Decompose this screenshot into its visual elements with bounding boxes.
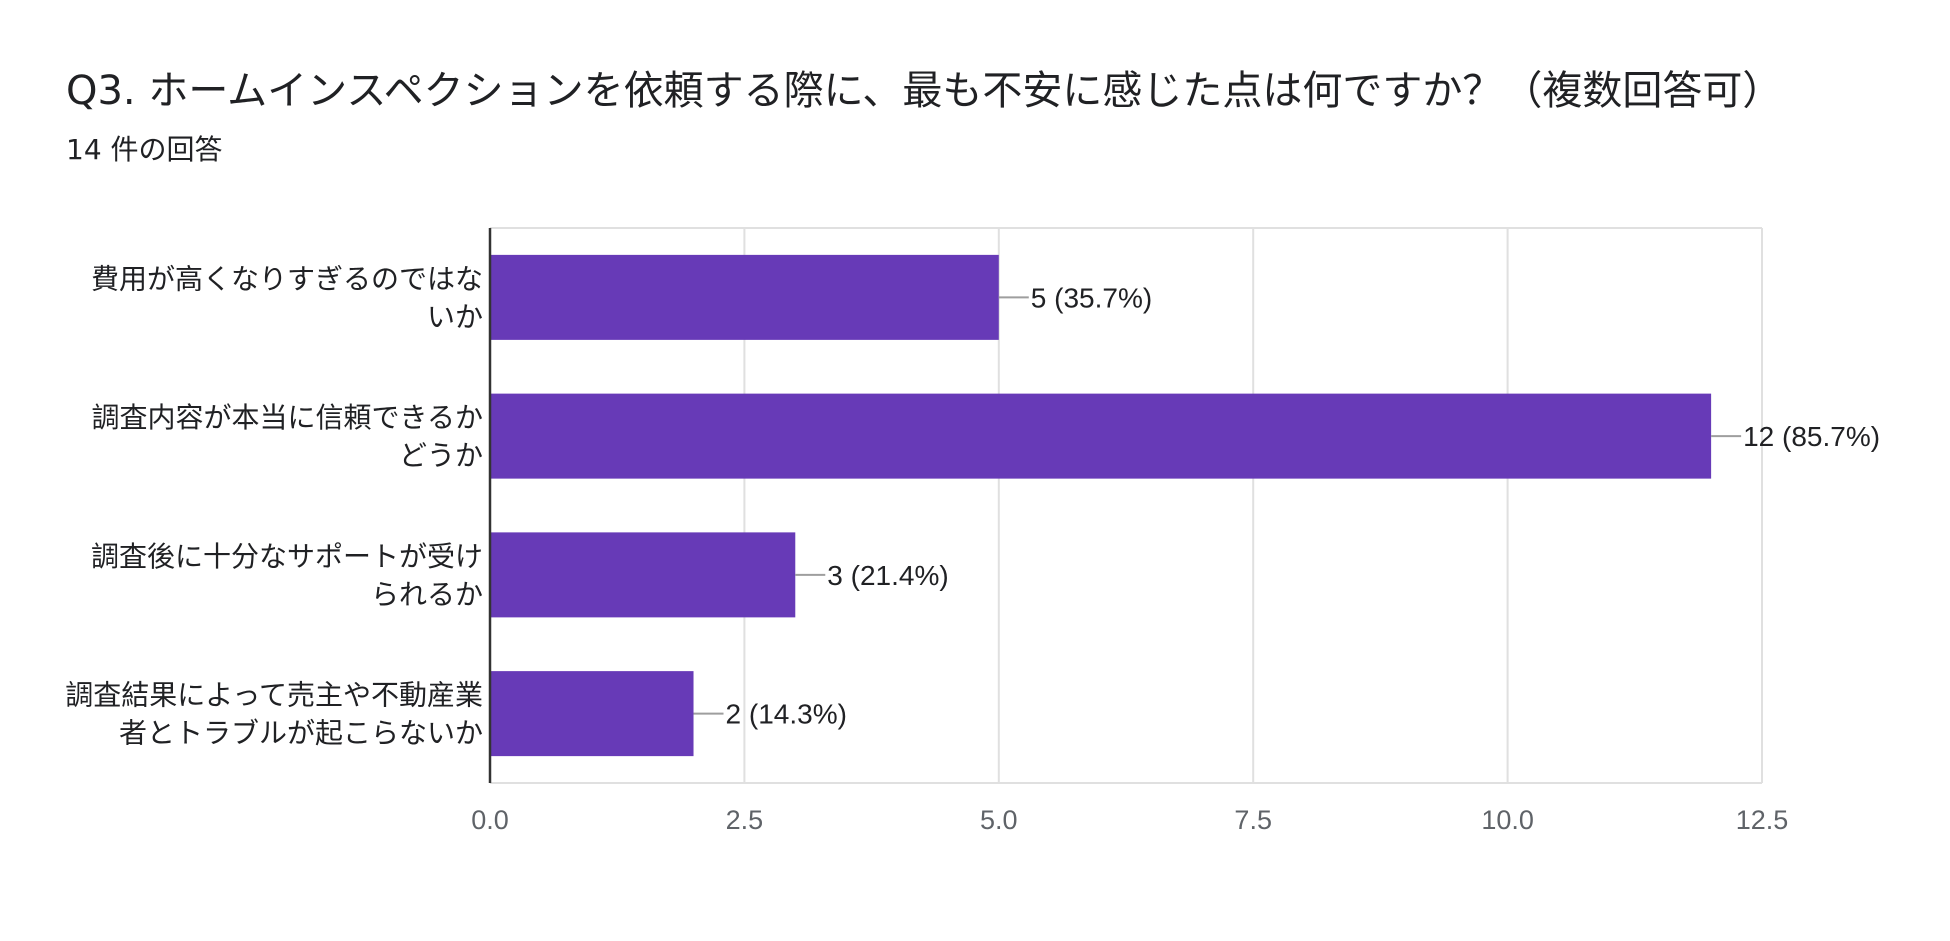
data-label: 12 (85.7%) <box>1743 421 1880 452</box>
data-label: 5 (35.7%) <box>1031 282 1152 313</box>
category-label: いか <box>427 300 483 333</box>
x-tick-label: 12.5 <box>1736 805 1789 835</box>
bar <box>490 254 999 340</box>
x-tick-label: 0.0 <box>471 805 509 835</box>
category-label: 調査後に十分なサポートが受け <box>91 540 483 573</box>
category-label: 調査結果によって売主や不動産業 <box>65 679 483 712</box>
category-label: 者とトラブルが起こらないか <box>119 717 483 750</box>
x-tick-label: 2.5 <box>726 805 764 835</box>
bar <box>490 671 694 757</box>
response-count: 14 件の回答 <box>66 133 223 166</box>
category-label: 調査内容が本当に信頼できるか <box>92 401 483 434</box>
data-label: 3 (21.4%) <box>827 560 948 591</box>
category-label: 費用が高くなりすぎるのではな <box>91 262 483 295</box>
question-title: Q3. ホームインスペクションを依頼する際に、最も不安に感じた点は何ですか？（複… <box>66 68 1783 114</box>
x-tick-label: 10.0 <box>1481 805 1534 835</box>
category-label: られるか <box>371 578 483 611</box>
bar <box>490 393 1712 479</box>
data-label: 2 (14.3%) <box>726 699 847 730</box>
bar <box>490 532 796 618</box>
category-label: どうか <box>399 439 483 472</box>
x-tick-label: 5.0 <box>980 805 1018 835</box>
x-tick-label: 7.5 <box>1234 805 1272 835</box>
